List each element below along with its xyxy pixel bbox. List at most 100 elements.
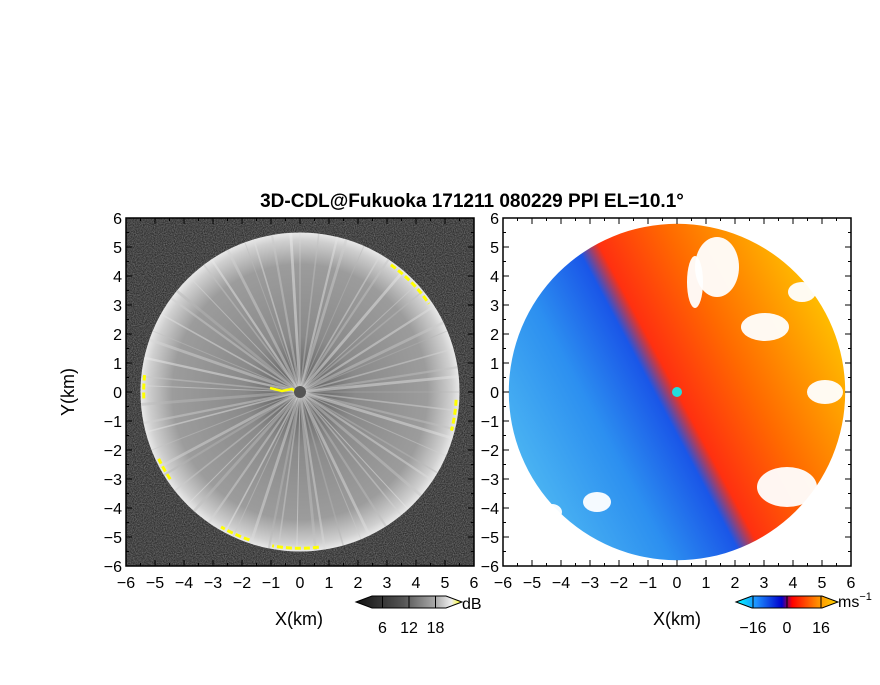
reflectivity-x-tick-label: 6 bbox=[470, 575, 479, 592]
velocity-colorbar-unit: ms−1 bbox=[838, 591, 872, 611]
reflectivity-ray bbox=[299, 233, 320, 393]
reflectivity-ray bbox=[170, 297, 301, 393]
reflectivity-ray bbox=[299, 390, 423, 497]
reflectivity-y-tick-label: 4 bbox=[113, 269, 122, 286]
reflectivity-ray bbox=[299, 347, 454, 393]
reflectivity-y-tick-label: −2 bbox=[104, 443, 122, 460]
velocity-y-tick-label: −4 bbox=[481, 501, 499, 518]
reflectivity-colorbar-tick-label: 12 bbox=[400, 620, 418, 637]
velocity-y-tick-label: −1 bbox=[481, 414, 499, 431]
velocity-site-marker bbox=[672, 387, 682, 397]
reflectivity-ray bbox=[189, 276, 301, 393]
reflectivity-ray bbox=[289, 232, 302, 393]
reflectivity-ray bbox=[186, 391, 301, 506]
reflectivity-x-tick-label: −5 bbox=[146, 575, 164, 592]
reflectivity-ray bbox=[151, 391, 301, 451]
velocity-y-tick-label: 3 bbox=[490, 298, 499, 315]
velocity-x-tick-label: −6 bbox=[494, 575, 512, 592]
velocity-x-tick-label: −2 bbox=[610, 575, 628, 592]
velocity-panel: −6 −5 −4 −3 −2 −1 0 1 2 3 4 5 6 −6 −5 −4 −3 −2 −1 0 1 2 3 4 5 6 X… bbox=[481, 211, 856, 629]
reflectivity-ray bbox=[203, 264, 301, 393]
velocity-x-tick-label: 5 bbox=[818, 575, 827, 592]
reflectivity-ray bbox=[299, 391, 402, 516]
reflectivity-x-axis-label: X(km) bbox=[275, 609, 323, 629]
reflectivity-x-tick-label: 0 bbox=[296, 575, 305, 592]
velocity-data-gap bbox=[583, 492, 611, 512]
reflectivity-ray bbox=[175, 289, 301, 394]
velocity-x-tick-label: −1 bbox=[639, 575, 657, 592]
reflectivity-ray bbox=[249, 391, 302, 545]
reflectivity-y-tick-label: 6 bbox=[113, 211, 122, 228]
chart-title: 3D-CDL@Fukuoka 171211 080229 PPI EL=10.1… bbox=[260, 191, 684, 212]
reflectivity-ray bbox=[299, 305, 435, 393]
reflectivity-ray bbox=[298, 391, 371, 537]
reflectivity-ray bbox=[145, 391, 301, 433]
reflectivity-y-tick-label: −1 bbox=[104, 414, 122, 431]
reflectivity-y-axis-label: Y(km) bbox=[58, 368, 78, 416]
reflectivity-colorbar-unit: dB bbox=[462, 596, 482, 613]
velocity-y-tick-label: −3 bbox=[481, 472, 499, 489]
reflectivity-echo-arc bbox=[142, 374, 147, 399]
velocity-data-gap bbox=[788, 282, 816, 302]
reflectivity-x-tick-label: −3 bbox=[204, 575, 222, 592]
reflectivity-echo-arc bbox=[390, 263, 431, 305]
velocity-data-gap bbox=[695, 237, 739, 297]
reflectivity-x-tick-label: −2 bbox=[233, 575, 251, 592]
velocity-colorbar-ticks: −16 0 16 bbox=[739, 596, 830, 637]
reflectivity-y-tick-label: −4 bbox=[104, 501, 122, 518]
velocity-data-gap bbox=[807, 380, 843, 404]
reflectivity-x-tick-label: 5 bbox=[441, 575, 450, 592]
reflectivity-y-tick-label: 0 bbox=[113, 385, 122, 402]
reflectivity-ray bbox=[299, 391, 434, 482]
reflectivity-x-tick-label: −4 bbox=[175, 575, 193, 592]
velocity-x-tick-label: −4 bbox=[552, 575, 570, 592]
reflectivity-ray bbox=[299, 391, 362, 540]
velocity-y-tick-label: 4 bbox=[490, 269, 499, 286]
reflectivity-ray bbox=[160, 313, 301, 393]
reflectivity-y-tick-label: 1 bbox=[113, 356, 122, 373]
reflectivity-echo-arc bbox=[220, 525, 250, 542]
velocity-colorbar-tick-label: −16 bbox=[739, 620, 766, 637]
reflectivity-ray bbox=[207, 391, 301, 524]
reflectivity-ray bbox=[140, 390, 301, 406]
reflectivity-x-tick-label: 2 bbox=[354, 575, 363, 592]
velocity-y-tick-label: 2 bbox=[490, 327, 499, 344]
reflectivity-ray bbox=[158, 390, 301, 469]
velocity-y-tick-label: 5 bbox=[490, 240, 499, 257]
reflectivity-ray bbox=[299, 366, 458, 394]
velocity-x-tick-label: −3 bbox=[581, 575, 599, 592]
reflectivity-ray bbox=[152, 330, 301, 393]
reflectivity-y-tick-label: −3 bbox=[104, 472, 122, 489]
reflectivity-ray bbox=[298, 391, 326, 550]
reflectivity-panel: −6 −5 −4 −3 −2 −1 0 1 2 3 4 5 6 −6 −5 −4 −3 −2 −1 0 1 2 3 4 5 6 X… bbox=[58, 211, 479, 629]
velocity-y-tick-label: 6 bbox=[490, 211, 499, 228]
velocity-data-gap bbox=[542, 504, 562, 520]
reflectivity-y-tick-label: 5 bbox=[113, 240, 122, 257]
reflectivity-ray bbox=[299, 390, 454, 440]
velocity-unit-exponent: −1 bbox=[859, 591, 872, 603]
velocity-data-gap bbox=[741, 313, 789, 341]
reflectivity-ray bbox=[299, 254, 382, 393]
reflectivity-ray bbox=[252, 239, 301, 393]
velocity-colorbar-tick-label: 16 bbox=[812, 620, 830, 637]
velocity-y-tick-label: −6 bbox=[481, 559, 499, 576]
reflectivity-ray bbox=[299, 374, 459, 394]
velocity-axes: −6 −5 −4 −3 −2 −1 0 1 2 3 4 5 6 −6 −5 −4 −3 −2 −1 0 1 2 3 4 5 6 bbox=[481, 211, 856, 592]
velocity-y-tick-label: 0 bbox=[490, 385, 499, 402]
reflectivity-colorbar: 6 12 18 dB bbox=[354, 595, 482, 637]
velocity-x-axis-label: X(km) bbox=[653, 609, 701, 629]
reflectivity-ray bbox=[299, 290, 424, 393]
reflectivity-ray bbox=[299, 391, 438, 474]
reflectivity-ray bbox=[298, 238, 348, 393]
velocity-x-tick-label: 0 bbox=[673, 575, 682, 592]
reflectivity-colorbar-tick-label: 6 bbox=[378, 620, 387, 637]
velocity-y-tick-label: −2 bbox=[481, 443, 499, 460]
reflectivity-frame bbox=[125, 217, 475, 567]
reflectivity-ray bbox=[299, 391, 447, 457]
reflectivity-ray bbox=[224, 391, 301, 534]
reflectivity-x-tick-label: 4 bbox=[412, 575, 421, 592]
reflectivity-ray bbox=[163, 391, 301, 477]
reflectivity-ray bbox=[299, 321, 445, 394]
reflectivity-ray bbox=[143, 390, 301, 425]
velocity-colorbar-tick-label: 0 bbox=[783, 620, 792, 637]
